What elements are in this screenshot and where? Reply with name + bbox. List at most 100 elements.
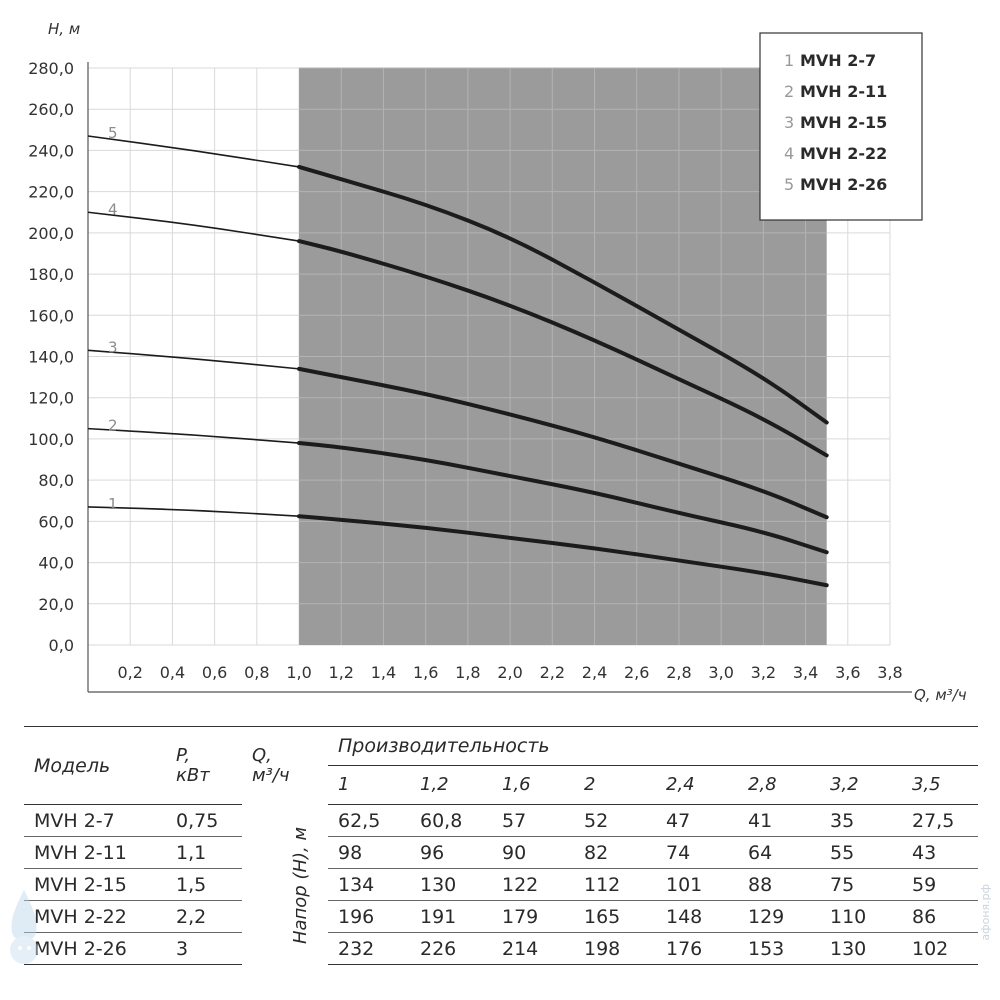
- legend-item-number: 5: [784, 175, 794, 194]
- head-value-cell: 226: [410, 932, 492, 965]
- curve-label-4: 4: [108, 200, 118, 218]
- y-tick-label: 200,0: [28, 224, 74, 243]
- legend-item-name: MVH 2-11: [800, 82, 887, 101]
- head-value-cell: 57: [492, 804, 574, 837]
- flow-value-header: 2,4: [656, 765, 738, 805]
- y-tick-label: 140,0: [28, 348, 74, 367]
- curve-label-2: 2: [108, 417, 118, 435]
- y-tick-labels: 0,0 20,0 40,0 60,0 80,0 100,0 120,0 140,0 160,0 1…: [28, 59, 74, 655]
- model-cell: MVH 2-26: [24, 932, 166, 965]
- model-cell: MVH 2-15: [24, 868, 166, 901]
- pump-performance-chart: 0,0 20,0 40,0 60,0 80,0 100,0 120,0 140,0 160,0 1…: [28, 20, 967, 704]
- head-value-cell: 90: [492, 836, 574, 869]
- x-tick-label: 3,2: [751, 663, 776, 682]
- power-cell: 2,2: [166, 900, 242, 933]
- y-tick-label: 40,0: [38, 554, 74, 573]
- legend-item-number: 4: [784, 144, 794, 163]
- x-tick-label: 3,0: [708, 663, 733, 682]
- x-tick-label: 0,8: [244, 663, 269, 682]
- y-tick-label: 20,0: [38, 595, 74, 614]
- flow-value-header: 1,2: [410, 765, 492, 805]
- head-value-cell: 74: [656, 836, 738, 869]
- model-cell: MVH 2-11: [24, 836, 166, 869]
- legend-item-name: MVH 2-22: [800, 144, 887, 163]
- head-value-cell: 62,5: [328, 804, 410, 837]
- x-tick-label: 2,4: [582, 663, 607, 682]
- x-tick-label: 1,6: [413, 663, 438, 682]
- x-tick-label: 2,8: [666, 663, 691, 682]
- head-value-cell: 165: [574, 900, 656, 933]
- axes-layer: [87, 62, 912, 693]
- flow-value-header: 1,6: [492, 765, 574, 805]
- water-drop-logo: [10, 890, 38, 964]
- x-tick-label: 3,8: [877, 663, 902, 682]
- head-value-cell: 35: [820, 804, 902, 837]
- head-value-cell: 102: [902, 932, 979, 965]
- series-3-line: [297, 366, 829, 520]
- header-flow-symbol: Q,: [252, 744, 272, 766]
- y-tick-label: 160,0: [28, 306, 74, 325]
- head-value-cell: 98: [328, 836, 410, 869]
- series-1-line: [297, 514, 829, 588]
- legend-box: [759, 32, 923, 221]
- series-1-low-flow-line: [87, 506, 300, 518]
- curve-label-3: 3: [108, 338, 118, 356]
- power-cell: 3: [166, 932, 242, 965]
- y-tick-label: 220,0: [28, 183, 74, 202]
- table-row: MVH 2-11 1,1 98 96 90 82 74 64 55 43: [24, 836, 979, 869]
- y-tick-label: 240,0: [28, 141, 74, 160]
- head-value-cell: 82: [574, 836, 656, 869]
- head-value-cell: 130: [820, 932, 902, 965]
- header-power: P, кВт: [166, 726, 242, 805]
- x-tick-labels: 0,2 0,4 0,6 0,8 1,0 1,2 1,4 1,6 1,8 2,0 2,2 2,4 2,6 2…: [117, 663, 902, 682]
- x-tick-label: 1,4: [371, 663, 396, 682]
- y-tick-label: 280,0: [28, 59, 74, 78]
- x-tick-label: 0,6: [202, 663, 227, 682]
- curve-label-5: 5: [108, 124, 118, 142]
- legend-item-number: 3: [784, 113, 794, 132]
- x-axis-title: Q, м³/ч: [914, 686, 967, 704]
- head-value-cell: 59: [902, 868, 979, 901]
- head-value-cell: 153: [738, 932, 820, 965]
- head-value-cell: 112: [574, 868, 656, 901]
- head-value-cell: 96: [410, 836, 492, 869]
- legend-item-name: MVH 2-15: [800, 113, 887, 132]
- table-row: MVH 2-7 0,75 Напор (Н), м 62,5 60,8 57 52 47 41 3…: [24, 804, 979, 944]
- table-row: MVH 2-15 1,5 134 130 122 112 101 88 75 59: [24, 868, 979, 901]
- series-2-line: [297, 441, 829, 555]
- head-value-cell: 134: [328, 868, 410, 901]
- legend-item-number: 2: [784, 82, 794, 101]
- flow-value-header: 2: [574, 765, 656, 805]
- head-value-cell: 196: [328, 900, 410, 933]
- legend-item-name: MVH 2-7: [800, 51, 876, 70]
- series-5-low-flow-line: [87, 135, 300, 168]
- header-flow-unit: м³/ч: [252, 764, 290, 786]
- head-value-cell: 214: [492, 932, 574, 965]
- series-4-line: [297, 239, 829, 458]
- power-cell: 1,1: [166, 836, 242, 869]
- series-layer: [87, 135, 829, 588]
- x-tick-label: 1,8: [455, 663, 480, 682]
- head-value-cell: 179: [492, 900, 574, 933]
- curve-labels: 1 2 3 4 5: [108, 124, 118, 513]
- head-value-cell: 130: [410, 868, 492, 901]
- series-3-low-flow-line: [87, 349, 300, 370]
- head-value-cell: 86: [902, 900, 979, 933]
- head-value-cell: 27,5: [902, 804, 979, 837]
- series-2-low-flow-line: [87, 427, 300, 444]
- head-value-cell: 198: [574, 932, 656, 965]
- y-axis-title: H, м: [48, 20, 80, 38]
- series-4-low-flow-line: [87, 211, 300, 242]
- y-tick-label: 100,0: [28, 430, 74, 449]
- curve-label-1: 1: [108, 495, 118, 513]
- y-tick-label: 0,0: [49, 636, 74, 655]
- head-value-cell: 43: [902, 836, 979, 869]
- x-tick-label: 0,2: [117, 663, 142, 682]
- x-tick-label: 2,2: [540, 663, 565, 682]
- model-cell: MVH 2-22: [24, 900, 166, 933]
- flow-values-row: 1 1,2 1,6 2 2,4 2,8 3,2 3,5: [24, 765, 979, 805]
- power-cell: 0,75: [166, 804, 242, 837]
- head-value-cell: 52: [574, 804, 656, 837]
- legend: 1 MVH 2-7 2 MVH 2-11 3 MVH 2-15 4 MVH 2-22 5 MVH …: [759, 32, 923, 221]
- model-cell: MVH 2-7: [24, 804, 166, 837]
